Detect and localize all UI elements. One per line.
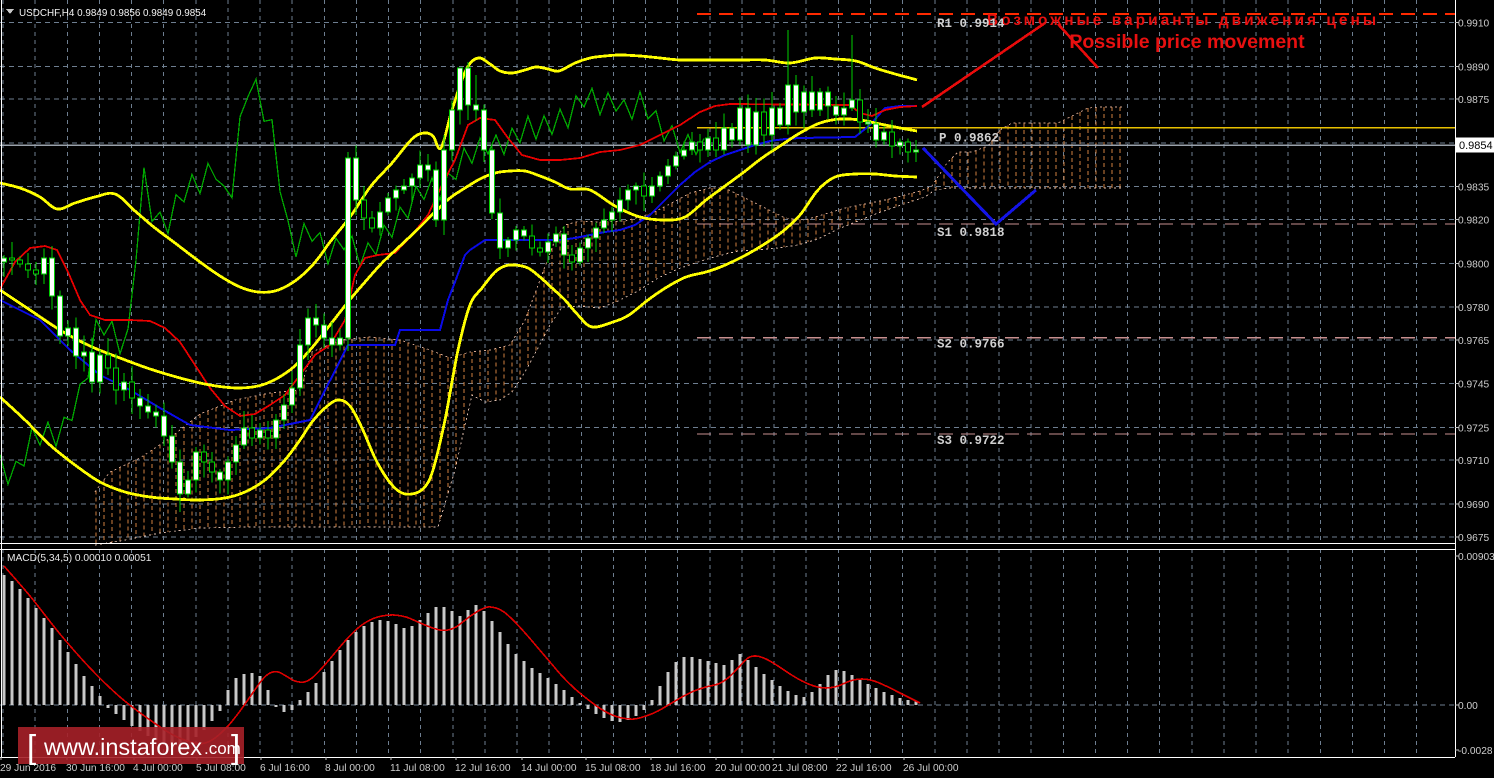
svg-text:0.9890: 0.9890 — [1458, 62, 1489, 73]
svg-text:26 Jul 00:00: 26 Jul 00:00 — [903, 763, 959, 774]
svg-text:29 Jun 2016: 29 Jun 2016 — [0, 763, 56, 774]
svg-text:0.9725: 0.9725 — [1458, 423, 1489, 434]
svg-text:20 Jul 00:00: 20 Jul 00:00 — [715, 763, 771, 774]
svg-text:R1 0.9914: R1 0.9914 — [937, 17, 1005, 31]
svg-text:0.9745: 0.9745 — [1458, 380, 1489, 391]
svg-text:-0.0028: -0.0028 — [1458, 746, 1493, 757]
svg-text:6 Jul 16:00: 6 Jul 16:00 — [260, 763, 310, 774]
svg-text:0.00903: 0.00903 — [1458, 552, 1494, 563]
svg-text:0.9854: 0.9854 — [1459, 140, 1493, 152]
svg-text:0.9780: 0.9780 — [1458, 303, 1489, 314]
svg-text:11 Jul 08:00: 11 Jul 08:00 — [390, 763, 445, 774]
svg-text:0.9800: 0.9800 — [1458, 259, 1489, 270]
svg-text:14 Jul 00:00: 14 Jul 00:00 — [521, 763, 577, 774]
svg-text:0.9910: 0.9910 — [1458, 19, 1489, 30]
svg-text:S2 0.9766: S2 0.9766 — [937, 338, 1005, 352]
svg-text:www.instaforex: www.instaforex — [43, 734, 202, 760]
svg-text:0.9765: 0.9765 — [1458, 336, 1489, 347]
svg-text:8 Jul 00:00: 8 Jul 00:00 — [325, 763, 375, 774]
svg-text:S1 0.9818: S1 0.9818 — [937, 226, 1005, 240]
svg-text:Possible price movement: Possible price movement — [1069, 31, 1305, 53]
svg-text:[: [ — [27, 728, 36, 765]
svg-text:21 Jul 08:00: 21 Jul 08:00 — [772, 763, 828, 774]
svg-text:P 0.9862: P 0.9862 — [939, 132, 999, 146]
svg-text:4 Jul 00:00: 4 Jul 00:00 — [133, 763, 183, 774]
svg-text:S3 0.9722: S3 0.9722 — [937, 434, 1005, 448]
svg-text:]: ] — [231, 728, 240, 765]
svg-text:MACD(5,34,5) 0.00010 0.00051: MACD(5,34,5) 0.00010 0.00051 — [7, 553, 152, 564]
svg-text:5 Jul 08:00: 5 Jul 08:00 — [196, 763, 246, 774]
svg-text:18 Jul 16:00: 18 Jul 16:00 — [650, 763, 706, 774]
svg-text:USDCHF,H4 0.9849 0.9856 0.984: USDCHF,H4 0.9849 0.9856 0.9849 0.9854 — [19, 8, 207, 19]
svg-text:22 Jul 16:00: 22 Jul 16:00 — [836, 763, 892, 774]
svg-text:15 Jul 08:00: 15 Jul 08:00 — [585, 763, 641, 774]
svg-text:0.9835: 0.9835 — [1458, 183, 1489, 194]
svg-text:0.9690: 0.9690 — [1458, 500, 1489, 511]
svg-text:Возможные варианты движения це: Возможные варианты движения цены — [987, 12, 1379, 29]
svg-text:30 Jun 16:00: 30 Jun 16:00 — [66, 763, 125, 774]
svg-text:0.9710: 0.9710 — [1458, 456, 1489, 467]
svg-text:.com: .com — [204, 739, 241, 758]
svg-text:0.9875: 0.9875 — [1458, 95, 1489, 106]
svg-text:0.9675: 0.9675 — [1458, 533, 1489, 544]
svg-text:12 Jul 16:00: 12 Jul 16:00 — [455, 763, 511, 774]
svg-text:0.9820: 0.9820 — [1458, 216, 1489, 227]
svg-text:0.00: 0.00 — [1458, 701, 1478, 712]
